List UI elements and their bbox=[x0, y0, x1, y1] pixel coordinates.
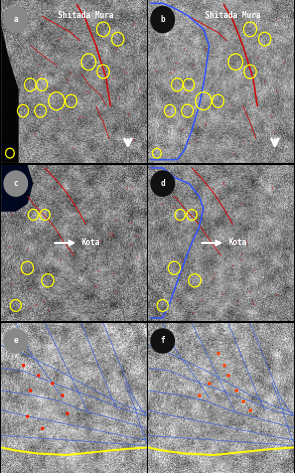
Circle shape bbox=[150, 328, 175, 354]
Circle shape bbox=[3, 328, 28, 354]
Text: Kota: Kota bbox=[55, 238, 100, 247]
Text: Shitada Mura: Shitada Mura bbox=[58, 11, 114, 20]
Text: d: d bbox=[160, 179, 165, 188]
Text: Kota: Kota bbox=[202, 238, 247, 247]
Polygon shape bbox=[1, 25, 19, 163]
Text: e: e bbox=[14, 336, 18, 345]
Circle shape bbox=[3, 6, 28, 34]
Circle shape bbox=[150, 170, 175, 197]
Text: c: c bbox=[14, 179, 18, 188]
Text: Shitada Mura: Shitada Mura bbox=[205, 11, 260, 20]
Text: b: b bbox=[160, 15, 165, 24]
Text: a: a bbox=[14, 15, 18, 24]
Circle shape bbox=[150, 6, 175, 34]
Circle shape bbox=[3, 170, 28, 197]
Polygon shape bbox=[1, 165, 33, 212]
Text: f: f bbox=[160, 336, 165, 345]
